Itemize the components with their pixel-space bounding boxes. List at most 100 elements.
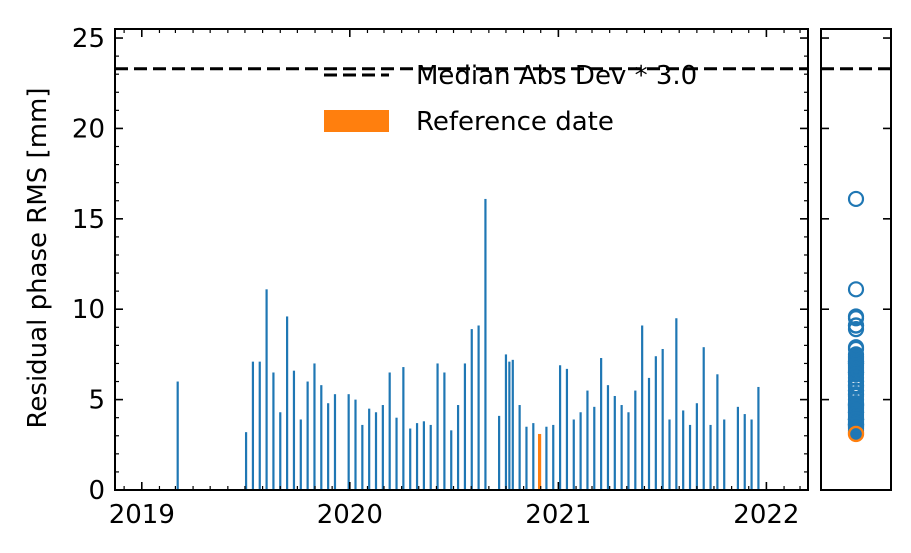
- bar: [688, 424, 692, 490]
- legend-threshold-label: Median Abs Dev * 3.0: [416, 61, 697, 91]
- y-tick-label: 0: [88, 476, 105, 506]
- bar: [518, 405, 521, 490]
- scatter-point: [847, 339, 865, 356]
- bar: [470, 329, 473, 490]
- bar: [757, 386, 760, 490]
- scatter-point: [847, 317, 865, 334]
- bar: [463, 363, 467, 490]
- x-tick-label: 2020: [317, 500, 383, 530]
- bar: [443, 372, 446, 490]
- scatter-point: [847, 366, 865, 383]
- bar: [258, 361, 261, 490]
- bar: [508, 361, 511, 490]
- bar: [558, 365, 562, 490]
- bar: [532, 423, 535, 490]
- bar: [579, 412, 582, 490]
- bar: [279, 412, 282, 490]
- side-plot-frame: [820, 28, 892, 491]
- bar: [450, 430, 453, 490]
- bar: [709, 424, 712, 490]
- bar: [525, 426, 528, 490]
- bar: [422, 421, 425, 490]
- bar: [613, 395, 616, 490]
- scatter-point: [847, 398, 865, 415]
- bar: [702, 347, 705, 490]
- y-tick-label: 10: [72, 295, 105, 325]
- bar: [634, 390, 637, 490]
- bar: [627, 412, 630, 490]
- bar: [306, 381, 309, 490]
- main-plot-frame: [114, 28, 809, 491]
- legend-reference-label: Reference date: [416, 107, 614, 137]
- scatter-point: [847, 281, 865, 298]
- reference-bar: [537, 433, 542, 490]
- bar: [668, 419, 671, 490]
- bar: [484, 198, 487, 490]
- bar: [716, 374, 719, 490]
- bar: [368, 408, 371, 490]
- bar: [661, 348, 664, 490]
- scatter-point: [847, 378, 865, 396]
- bar: [402, 367, 405, 490]
- bar: [606, 385, 610, 490]
- bar: [456, 405, 460, 490]
- scatter-series: [847, 190, 865, 443]
- bar: [736, 406, 739, 490]
- y-tick-label: 5: [88, 386, 105, 416]
- scatter-point: [847, 348, 865, 365]
- bar: [292, 370, 296, 490]
- y-tick-label: 25: [72, 24, 105, 54]
- bar: [354, 399, 357, 490]
- bar: [361, 424, 364, 490]
- legend-reference-swatch: [324, 110, 389, 132]
- y-axis-label: Residual phase RMS [mm]: [23, 88, 53, 429]
- bar: [743, 414, 746, 490]
- scatter-point: [847, 190, 865, 208]
- bar: [320, 385, 323, 490]
- bar: [313, 363, 316, 490]
- bar-series: [176, 198, 760, 490]
- bar: [409, 428, 412, 490]
- bar: [586, 390, 589, 490]
- bar: [572, 419, 575, 490]
- reference-point: [847, 425, 865, 443]
- y-tick-label: 15: [72, 205, 105, 235]
- bar: [682, 410, 685, 490]
- bar: [251, 361, 255, 490]
- bar: [381, 405, 384, 490]
- bar: [429, 424, 432, 490]
- x-tick-label: 2021: [525, 500, 591, 530]
- bar: [333, 394, 337, 490]
- bar: [504, 354, 508, 490]
- bar: [593, 406, 596, 490]
- bar: [511, 359, 514, 490]
- scatter-point: [847, 310, 865, 327]
- main-axis-ticks: 0 5 10 15 20 25 2019 2020 2021 2022: [72, 24, 808, 530]
- bar: [327, 403, 330, 490]
- bar: [545, 426, 548, 490]
- scatter-point: [847, 405, 865, 423]
- bar: [647, 377, 651, 490]
- scatter-point: [847, 360, 865, 377]
- bar: [347, 394, 350, 490]
- bar: [498, 415, 501, 490]
- bar: [388, 372, 391, 490]
- y-tick-label: 20: [72, 114, 105, 144]
- bar: [244, 432, 248, 490]
- bar: [723, 419, 726, 490]
- bar: [620, 405, 623, 490]
- bar: [600, 358, 603, 490]
- bar: [415, 423, 419, 490]
- bar: [299, 419, 302, 490]
- x-tick-label: 2022: [733, 500, 799, 530]
- bar: [374, 412, 378, 490]
- bar: [395, 417, 398, 490]
- x-tick-label: 2019: [109, 500, 175, 530]
- bar: [695, 403, 698, 490]
- bar: [436, 363, 439, 490]
- legend: Median Abs Dev * 3.0 Reference date: [324, 61, 697, 137]
- side-plot: [820, 28, 892, 491]
- bar: [272, 372, 275, 490]
- bar: [675, 318, 678, 490]
